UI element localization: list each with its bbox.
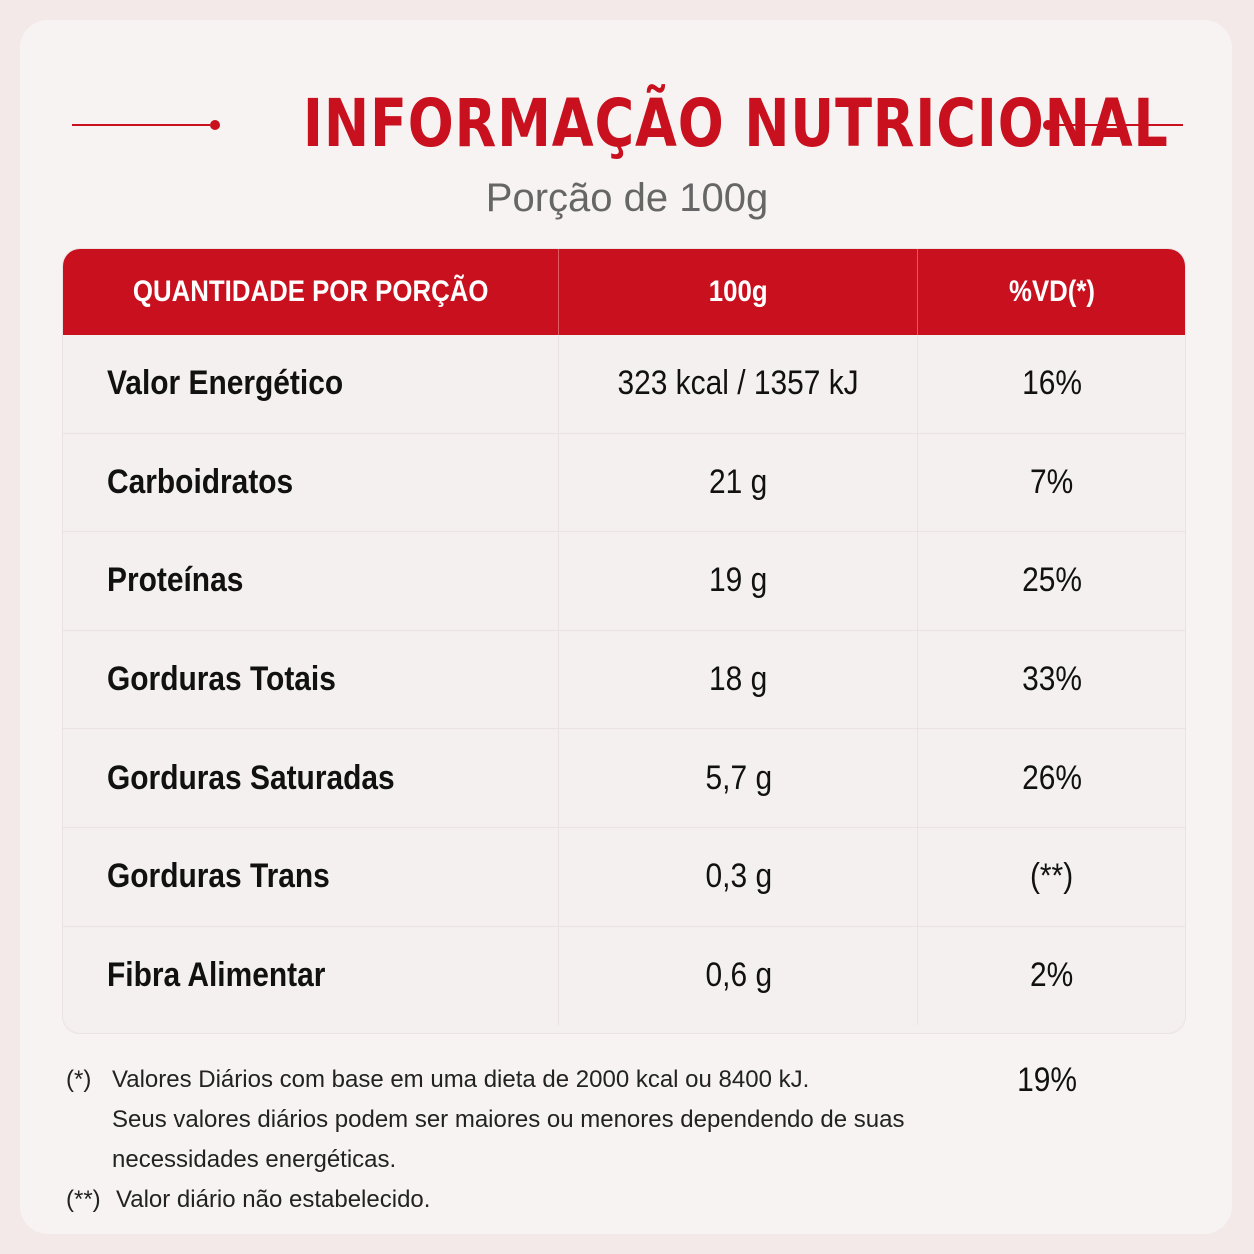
decorative-dot-right bbox=[1043, 120, 1053, 130]
nutrient-amount: 5,7 g bbox=[559, 729, 919, 827]
column-header-amount: 100g bbox=[559, 249, 919, 335]
footnotes: (*) Valores Diários com base em uma diet… bbox=[66, 1060, 966, 1220]
nutrient-name: Gorduras Totais bbox=[63, 630, 560, 729]
decorative-line-left bbox=[72, 124, 210, 126]
nutrient-name: Gorduras Trans bbox=[63, 827, 560, 926]
nutrient-daily-value: 2% bbox=[1030, 956, 1074, 995]
footnote-daily-values: (*) Valores Diários com base em uma diet… bbox=[66, 1060, 966, 1180]
nutrient-name: Gorduras Saturadas bbox=[63, 729, 560, 827]
page-title: INFORMAÇÃO NUTRICIONAL bbox=[302, 85, 1169, 162]
nutrient-name: Fibra Alimentar bbox=[63, 926, 560, 1026]
nutrient-amount: 0,6 g bbox=[559, 926, 919, 1026]
table-header: QUANTIDADE POR PORÇÃO 100g %VD(*) bbox=[63, 249, 1185, 335]
nutrient-amount: 0,3 g bbox=[559, 827, 919, 926]
table-row: Proteínas 19 g 25% bbox=[63, 532, 1185, 631]
footnote-line: Seus valores diários podem ser maiores o… bbox=[112, 1106, 905, 1133]
nutrient-name: Carboidratos bbox=[63, 433, 560, 532]
footnote-line: Valores Diários com base em uma dieta de… bbox=[112, 1066, 810, 1093]
decorative-dot-left bbox=[210, 120, 220, 130]
footnote-mark: (**) bbox=[66, 1186, 101, 1213]
nutrient-daily-value: 26% bbox=[1021, 758, 1082, 797]
title-row: INFORMAÇÃO NUTRICIONAL bbox=[0, 82, 1254, 172]
nutrient-amount: 323 kcal / 1357 kJ bbox=[559, 335, 919, 433]
nutrient-name: Valor Energético bbox=[63, 335, 560, 433]
nutrient-daily-value: 16% bbox=[1021, 364, 1082, 403]
footnote-line: necessidades energéticas. bbox=[112, 1146, 397, 1173]
column-header-daily-value: %VD(*) bbox=[1008, 275, 1095, 308]
nutrient-daily-value: 33% bbox=[1021, 660, 1082, 699]
column-header-quantity: QUANTIDADE POR PORÇÃO bbox=[63, 249, 560, 335]
footnote-text: Valores Diários com base em uma dieta de… bbox=[112, 1060, 966, 1180]
table-row: Carboidratos 21 g 7% bbox=[63, 433, 1185, 533]
footnote-not-established: (**) Valor diário não estabelecido. bbox=[66, 1180, 966, 1220]
nutrient-daily-value: 7% bbox=[1030, 462, 1074, 501]
table-row: Fibra Alimentar 0,6 g 2% bbox=[63, 926, 1185, 1026]
table-row: Gorduras Totais 18 g 33% bbox=[63, 630, 1185, 730]
nutrient-amount: 21 g bbox=[559, 433, 919, 532]
nutrient-amount: 19 g bbox=[559, 532, 919, 630]
footnote-mark: (*) bbox=[66, 1066, 92, 1093]
nutrient-daily-value: 25% bbox=[1021, 561, 1082, 600]
table-row: Gorduras Trans 0,3 g (**) bbox=[63, 827, 1185, 927]
footnote-line: Valor diário não estabelecido. bbox=[116, 1186, 431, 1213]
table-row: Valor Energético 323 kcal / 1357 kJ 16% bbox=[63, 335, 1185, 434]
nutrition-table: QUANTIDADE POR PORÇÃO 100g %VD(*) Valor … bbox=[62, 248, 1186, 1034]
nutrient-daily-value: (**) bbox=[1030, 857, 1074, 896]
nutrient-amount: 18 g bbox=[559, 630, 919, 729]
decorative-line-right bbox=[1055, 124, 1183, 126]
extra-daily-value: 19% bbox=[1017, 1061, 1077, 1099]
nutrient-name: Proteínas bbox=[63, 532, 560, 630]
serving-size: Porção de 100g bbox=[485, 176, 769, 220]
table-row: Gorduras Saturadas 5,7 g 26% bbox=[63, 729, 1185, 828]
